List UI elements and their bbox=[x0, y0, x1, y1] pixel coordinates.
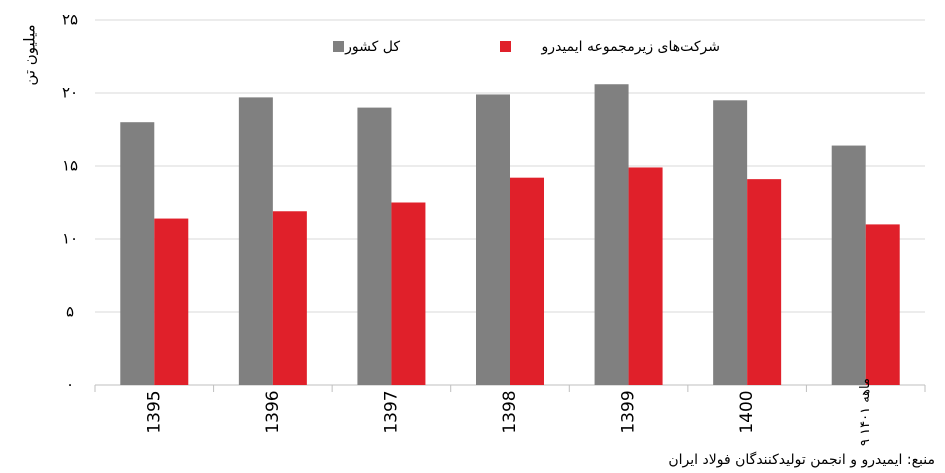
bar bbox=[510, 177, 544, 385]
y-tick-label: ۱۵ bbox=[62, 157, 78, 175]
bar bbox=[238, 97, 273, 385]
bar bbox=[628, 167, 663, 385]
bar bbox=[476, 94, 510, 386]
x-tick-label: 1398 bbox=[500, 390, 520, 433]
y-tick-label: ۲۵ bbox=[62, 11, 78, 29]
legend-swatch bbox=[333, 41, 344, 52]
y-tick-label: ۱۰ bbox=[62, 230, 78, 248]
legend-label: کل کشور bbox=[344, 39, 400, 55]
x-tick-label: 1399 bbox=[619, 390, 639, 433]
bar bbox=[391, 202, 426, 385]
y-tick-label: ۵ bbox=[66, 303, 74, 321]
bar bbox=[357, 107, 392, 385]
x-tick-label: ۹ ماهه ۱۴۰۱ bbox=[858, 378, 873, 446]
legend-swatch bbox=[500, 41, 511, 52]
x-tick-label: 1400 bbox=[737, 390, 757, 433]
x-tick-label: 1396 bbox=[263, 390, 283, 433]
bar bbox=[120, 122, 155, 385]
bar bbox=[713, 100, 748, 386]
bar bbox=[594, 84, 629, 386]
bar bbox=[154, 218, 189, 385]
y-tick-label: ۰ bbox=[66, 376, 74, 394]
bar bbox=[747, 179, 782, 385]
bar bbox=[831, 145, 866, 385]
legend-label: شرکت‌های زیرمجموعه ایمیدرو bbox=[541, 39, 720, 55]
x-tick-label: 1397 bbox=[381, 390, 401, 433]
y-tick-label: ۲۰ bbox=[62, 84, 78, 102]
source-note: منبع: ایمیدرو و انجمن تولیدکنندگان فولاد… bbox=[668, 451, 935, 468]
bar bbox=[272, 211, 307, 385]
x-tick-label: 1395 bbox=[144, 390, 164, 433]
y-axis-label: میلیون تن bbox=[21, 24, 39, 85]
bar bbox=[865, 224, 900, 385]
